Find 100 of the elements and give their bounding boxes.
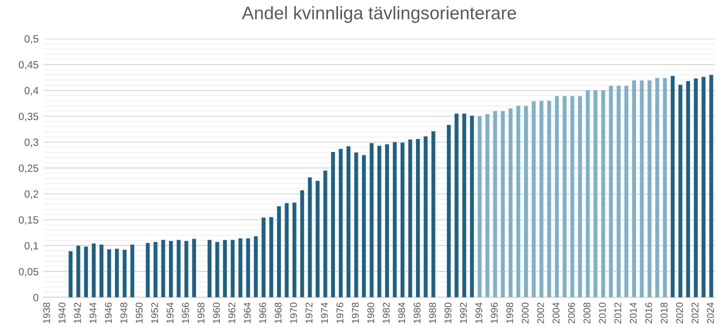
bar bbox=[500, 111, 505, 298]
bar bbox=[208, 240, 212, 298]
bar bbox=[601, 90, 606, 298]
x-tick-label: 1964 bbox=[244, 302, 251, 324]
bar bbox=[632, 80, 636, 298]
x-tick-label: 1966 bbox=[259, 302, 266, 324]
bar bbox=[648, 80, 652, 298]
bar bbox=[292, 202, 296, 298]
bar bbox=[130, 244, 134, 298]
y-tick-label: 0,5 bbox=[24, 35, 38, 44]
bar bbox=[400, 142, 404, 298]
bar bbox=[616, 86, 621, 298]
x-tick-label: 2016 bbox=[645, 302, 652, 324]
bar bbox=[76, 246, 80, 298]
x-tick-label: 1938 bbox=[43, 302, 50, 324]
bar bbox=[100, 244, 104, 298]
bar bbox=[516, 106, 520, 298]
bar bbox=[508, 108, 512, 298]
x-tick-label: 1958 bbox=[198, 302, 204, 324]
bar bbox=[446, 125, 451, 298]
x-tick-label: 1980 bbox=[367, 302, 374, 324]
bar bbox=[215, 242, 220, 298]
bar bbox=[262, 218, 266, 298]
bar bbox=[92, 244, 96, 298]
bar bbox=[431, 131, 436, 298]
bar bbox=[192, 238, 196, 298]
x-tick-label: 1970 bbox=[290, 302, 298, 324]
bar bbox=[146, 243, 150, 298]
bar bbox=[694, 78, 698, 298]
bar bbox=[462, 114, 466, 298]
bar bbox=[416, 139, 420, 298]
x-tick-label: 1988 bbox=[429, 302, 436, 324]
x-tick-label: 1950 bbox=[136, 302, 143, 324]
x-tick-label: 1998 bbox=[506, 302, 514, 324]
bar bbox=[655, 78, 660, 298]
bar bbox=[331, 152, 335, 298]
bar bbox=[678, 84, 682, 298]
x-tick-label: 2006 bbox=[568, 302, 575, 324]
bar bbox=[670, 76, 675, 298]
bar bbox=[308, 177, 312, 298]
y-tick-label: 0,35 bbox=[18, 112, 38, 122]
bar bbox=[362, 155, 366, 298]
x-tick-label: 1972 bbox=[306, 302, 312, 324]
bar bbox=[68, 251, 73, 298]
y-tick-label: 0 bbox=[33, 294, 38, 302]
bar bbox=[478, 116, 482, 298]
x-tick-label: 2010 bbox=[598, 302, 606, 324]
bar bbox=[230, 240, 235, 298]
bar bbox=[354, 152, 358, 298]
bar bbox=[663, 78, 667, 298]
bar bbox=[161, 240, 166, 298]
chart-title: Andel kvinnliga tävlingsorienterare bbox=[242, 6, 516, 23]
x-tick-label: 1956 bbox=[182, 302, 189, 324]
y-tick-label: 0,2 bbox=[24, 190, 38, 199]
bar bbox=[532, 101, 536, 298]
y-tick-label: 0,25 bbox=[18, 164, 38, 174]
x-tick-label: 2014 bbox=[630, 302, 637, 324]
x-tick-label: 1952 bbox=[151, 302, 158, 324]
bar bbox=[385, 144, 389, 298]
bar bbox=[554, 96, 559, 298]
bar bbox=[709, 74, 714, 298]
x-tick-label: 1996 bbox=[490, 302, 498, 324]
x-tick-label: 2022 bbox=[692, 302, 698, 324]
bar bbox=[316, 180, 320, 298]
y-tick-label: 0,45 bbox=[18, 61, 38, 70]
x-tick-label: 2000 bbox=[522, 302, 529, 324]
y-tick-label: 0,15 bbox=[18, 216, 38, 225]
x-tick-label: 1982 bbox=[382, 302, 390, 324]
x-tick-label: 1984 bbox=[398, 302, 406, 324]
bar bbox=[408, 140, 412, 298]
bar bbox=[424, 136, 428, 298]
x-tick-label: 1992 bbox=[460, 302, 467, 324]
x-tick-label: 1974 bbox=[321, 302, 328, 324]
x-tick-label: 2004 bbox=[552, 302, 560, 324]
x-tick-label: 1962 bbox=[228, 302, 236, 324]
bar bbox=[176, 240, 181, 298]
x-tick-label: 1990 bbox=[444, 302, 452, 324]
x-tick-label: 1976 bbox=[336, 302, 344, 324]
bar bbox=[154, 242, 158, 298]
x-tick-label: 1944 bbox=[89, 302, 96, 324]
x-tick-label: 2024 bbox=[706, 302, 714, 324]
bar bbox=[107, 249, 112, 298]
x-tick-label: 2008 bbox=[583, 302, 590, 324]
x-tick-label: 2020 bbox=[676, 302, 683, 324]
bar bbox=[540, 100, 544, 298]
bar bbox=[608, 86, 613, 298]
bar bbox=[84, 246, 88, 298]
x-tick-label: 1968 bbox=[274, 302, 282, 324]
bar bbox=[485, 114, 490, 298]
bar bbox=[624, 86, 628, 298]
x-tick-label: 1994 bbox=[475, 302, 482, 324]
bar bbox=[524, 106, 528, 298]
bar bbox=[269, 217, 274, 298]
x-tick-label: 1986 bbox=[414, 302, 421, 324]
bar bbox=[454, 114, 458, 298]
bar bbox=[547, 100, 552, 298]
bar bbox=[338, 148, 343, 298]
y-tick-label: 0,4 bbox=[24, 86, 38, 96]
bar bbox=[346, 146, 350, 298]
bar bbox=[392, 142, 397, 298]
